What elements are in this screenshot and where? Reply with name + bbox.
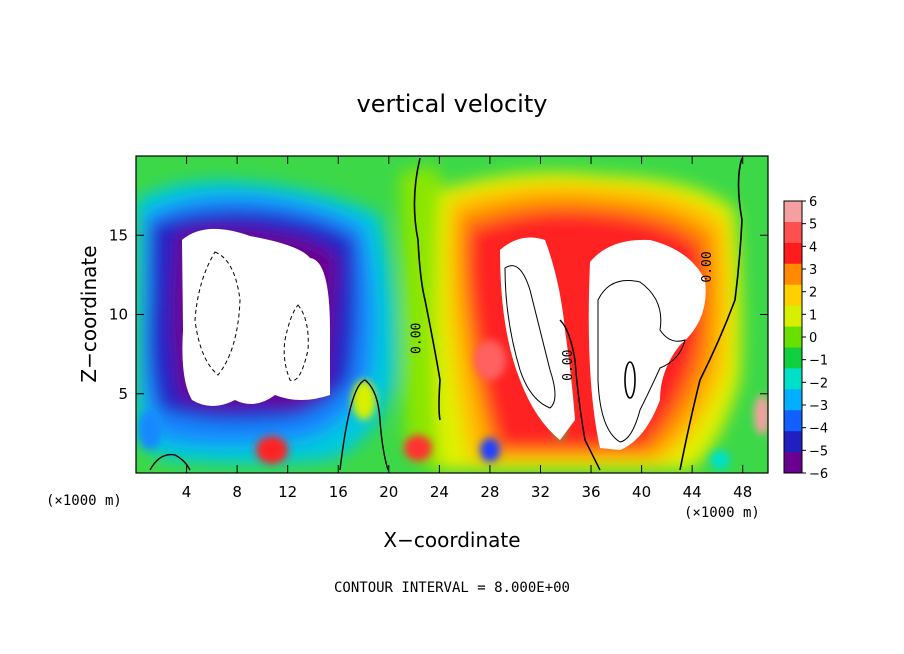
colorbar-swatch (784, 347, 802, 369)
contour-lines (149, 157, 743, 471)
contour-label: 0.00 (700, 251, 715, 282)
colorbar-label: 3 (809, 263, 817, 278)
x-tick-label: 36 (581, 483, 600, 501)
colorbar-label: −4 (809, 422, 828, 437)
y-axis-label: Z−coordinate (77, 245, 101, 382)
colorbar-swatch (784, 305, 802, 328)
colorbar-swatch (784, 410, 802, 432)
colorbar-label: −1 (809, 354, 828, 369)
colorbar-label: 6 (809, 195, 817, 210)
y-tick-label: 10 (109, 306, 128, 324)
x-unit-label-right: (×1000 m) (684, 505, 760, 521)
x-tick-label: 20 (379, 483, 398, 501)
colorbar-label: −3 (809, 399, 828, 414)
contour-labels: 0.00 0.00 0.00 (409, 251, 715, 381)
colorbar-swatch (784, 221, 802, 244)
colorbar-swatch (784, 368, 802, 390)
x-tick-label: 28 (480, 483, 499, 501)
colorbar-label: −2 (809, 376, 828, 391)
colorbar: 6 5 4 3 2 1 0 −1 −2 −3 −4 −5 −6 (783, 195, 828, 482)
contour-label: 0.00 (561, 350, 576, 381)
colorbar-label: 4 (809, 240, 817, 255)
x-tick-label: 44 (683, 483, 702, 501)
x-tick-label: 8 (232, 483, 242, 501)
colorbar-label: −5 (809, 444, 828, 459)
colorbar-swatch (784, 326, 802, 348)
chart-title: vertical velocity (357, 90, 548, 118)
x-tick-label: 4 (182, 483, 192, 501)
contour-interval-note: CONTOUR INTERVAL = 8.000E+00 (334, 580, 570, 596)
y-tick-label: 5 (118, 385, 128, 403)
x-unit-label-left: (×1000 m) (46, 493, 122, 509)
velocity-field (136, 156, 768, 473)
x-tick-label: 16 (329, 483, 348, 501)
colorbar-label: −6 (809, 467, 828, 482)
x-tick-label: 24 (430, 483, 449, 501)
colorbar-label: 2 (809, 286, 817, 301)
x-tick-label: 48 (733, 483, 752, 501)
y-axis-ticks: 5 10 15 (109, 226, 768, 403)
x-axis-ticks: 4 8 12 16 20 24 28 32 36 40 44 48 (182, 156, 752, 501)
x-axis-label: X−coordinate (383, 528, 520, 552)
y-tick-label: 15 (109, 226, 128, 244)
colorbar-swatch (784, 201, 802, 223)
colorbar-swatch (784, 263, 802, 286)
x-tick-label: 32 (531, 483, 550, 501)
x-tick-label: 40 (632, 483, 651, 501)
colorbar-swatch (784, 431, 802, 453)
contour-label: 0.00 (409, 323, 424, 354)
colorbar-swatch (784, 284, 802, 307)
colorbar-label: 5 (809, 218, 817, 233)
x-tick-label: 12 (278, 483, 297, 501)
colorbar-swatch (784, 242, 802, 265)
colorbar-label: 1 (809, 308, 817, 323)
colorbar-swatch (784, 389, 802, 411)
colorbar-swatch (784, 452, 802, 474)
colorbar-label: 0 (809, 331, 817, 346)
